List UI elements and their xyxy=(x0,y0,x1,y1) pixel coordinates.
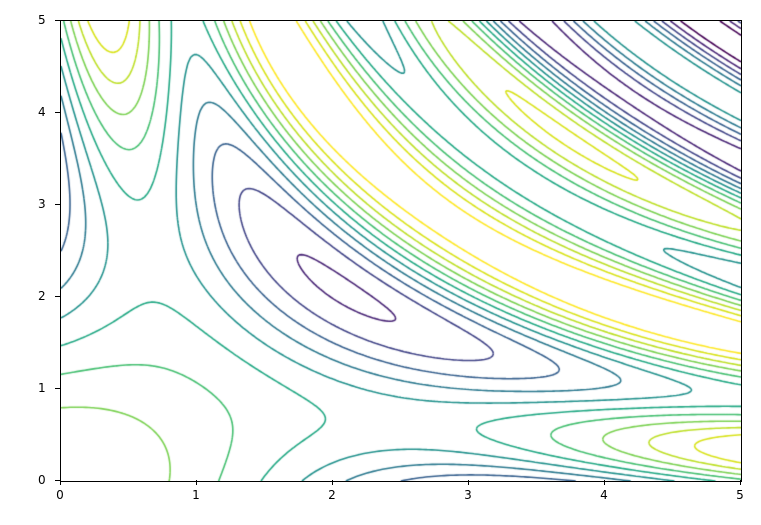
ytick-label: 0 xyxy=(38,473,46,487)
ytick-mark xyxy=(55,112,60,113)
ytick-mark xyxy=(55,20,60,21)
ytick-label: 3 xyxy=(38,197,46,211)
xtick-label: 2 xyxy=(328,488,336,502)
xtick-label: 0 xyxy=(56,488,64,502)
xtick-mark xyxy=(604,480,605,485)
ytick-label: 5 xyxy=(38,13,46,27)
ytick-mark xyxy=(55,480,60,481)
contour-canvas xyxy=(61,21,741,481)
ytick-label: 2 xyxy=(38,289,46,303)
xtick-label: 1 xyxy=(192,488,200,502)
xtick-label: 3 xyxy=(464,488,472,502)
xtick-mark xyxy=(60,480,61,485)
ytick-label: 4 xyxy=(38,105,46,119)
ytick-mark xyxy=(55,296,60,297)
xtick-mark xyxy=(332,480,333,485)
ytick-mark xyxy=(55,388,60,389)
ytick-mark xyxy=(55,204,60,205)
xtick-mark xyxy=(740,480,741,485)
figure: 0 1 2 3 4 5 0 1 2 3 4 5 xyxy=(0,0,761,525)
xtick-label: 5 xyxy=(736,488,744,502)
contour-axes xyxy=(60,20,742,482)
ytick-label: 1 xyxy=(38,381,46,395)
xtick-mark xyxy=(196,480,197,485)
xtick-label: 4 xyxy=(600,488,608,502)
xtick-mark xyxy=(468,480,469,485)
